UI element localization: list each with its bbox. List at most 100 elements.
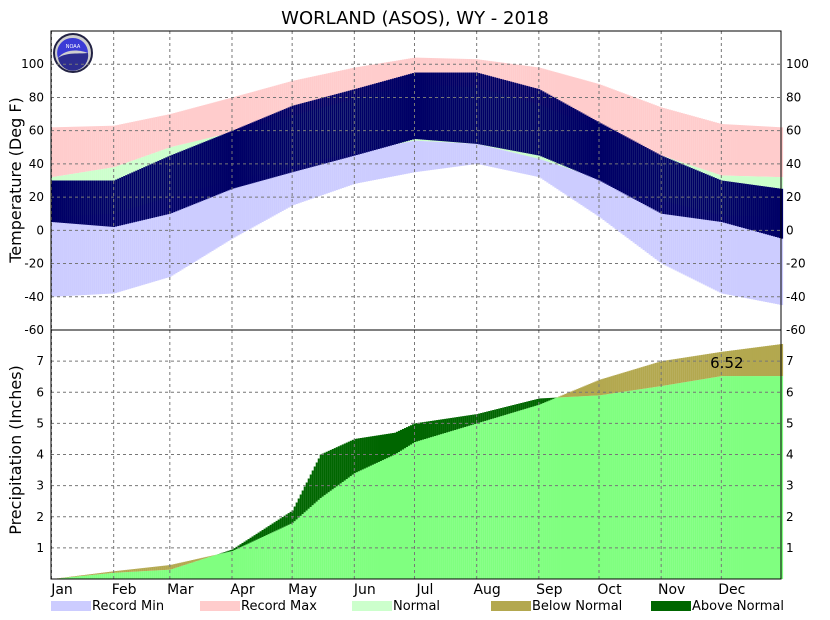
record-min-bar bbox=[289, 167, 292, 207]
record-min-bar bbox=[243, 177, 246, 232]
observed-precip-bar bbox=[205, 557, 208, 579]
noaa-logo-sky bbox=[57, 37, 88, 58]
observed-precip-bar bbox=[514, 411, 517, 579]
legend-swatch bbox=[200, 601, 240, 611]
observed-temp-bar bbox=[217, 136, 220, 195]
record-max-bar bbox=[355, 67, 358, 99]
observed-temp-bar bbox=[426, 72, 429, 140]
record-min-bar bbox=[215, 184, 218, 249]
record-min-bar bbox=[702, 210, 705, 285]
record-max-bar bbox=[111, 125, 114, 168]
legend: Record Min Record Max Normal Below Normal Ab… bbox=[51, 599, 784, 614]
record-max-bar bbox=[450, 58, 453, 87]
observed-precip-bar bbox=[666, 385, 669, 579]
observed-precip-bar bbox=[79, 576, 82, 579]
record-max-bar bbox=[225, 99, 228, 134]
above-normal-bar bbox=[510, 405, 513, 414]
observed-temp-bar bbox=[668, 158, 671, 215]
precipitation-gridlines bbox=[51, 330, 781, 579]
observed-temp-bar bbox=[692, 168, 695, 219]
observed-precip-bar bbox=[237, 548, 240, 579]
month-tick-label: Jun bbox=[353, 582, 376, 598]
record-min-bar bbox=[550, 162, 553, 186]
record-max-bar bbox=[109, 125, 112, 168]
observed-precip-bar bbox=[341, 481, 344, 579]
observed-precip-bar bbox=[321, 496, 324, 579]
record-min-bar bbox=[646, 195, 649, 254]
record-max-bar bbox=[684, 114, 687, 164]
above-normal-bar bbox=[307, 478, 310, 509]
record-max-bar bbox=[411, 57, 415, 85]
observed-temp-bar bbox=[536, 88, 539, 156]
above-normal-bar bbox=[349, 440, 352, 477]
record-max-bar bbox=[105, 125, 108, 169]
record-max-bar bbox=[279, 84, 282, 120]
record-min-bar bbox=[85, 215, 88, 295]
below-normal-bar bbox=[664, 360, 667, 386]
above-normal-bar bbox=[309, 474, 312, 507]
observed-temp-bar bbox=[395, 77, 399, 144]
record-min-bar bbox=[239, 178, 242, 235]
record-min-bar bbox=[399, 143, 403, 175]
record-max-bar bbox=[175, 112, 178, 146]
record-min-bar bbox=[612, 183, 615, 228]
observed-temp-bar bbox=[127, 174, 130, 224]
observed-temp-bar bbox=[317, 98, 320, 166]
record-max-bar bbox=[197, 106, 200, 141]
below-normal-bar bbox=[630, 370, 633, 391]
observed-precip-bar bbox=[169, 569, 172, 579]
observed-temp-bar bbox=[492, 76, 495, 147]
record-min-bar bbox=[205, 187, 208, 255]
record-min-bar bbox=[305, 163, 308, 201]
observed-temp-bar bbox=[119, 177, 122, 226]
observed-temp-bar bbox=[267, 115, 270, 179]
observed-temp-bar bbox=[438, 72, 441, 141]
observed-temp-bar bbox=[648, 149, 651, 208]
observed-temp-bar bbox=[640, 144, 643, 204]
observed-precip-bar bbox=[692, 380, 695, 579]
record-max-bar bbox=[179, 111, 182, 145]
precip-y-tick-right: 4 bbox=[786, 448, 794, 462]
record-max-bar bbox=[237, 95, 240, 131]
observed-precip-bar bbox=[413, 442, 417, 579]
record-min-bar bbox=[594, 177, 597, 215]
observed-precip-bar bbox=[187, 563, 190, 579]
record-max-bar bbox=[125, 123, 128, 163]
above-normal-bar bbox=[526, 401, 529, 409]
observed-temp-bar bbox=[233, 129, 236, 189]
record-max-bar bbox=[578, 78, 581, 121]
above-normal-bar bbox=[446, 418, 449, 433]
observed-temp-bar bbox=[770, 187, 774, 236]
record-min-bar bbox=[279, 169, 282, 213]
observed-precip-bar bbox=[582, 396, 585, 579]
observed-precip-bar bbox=[422, 439, 425, 579]
above-normal-bar bbox=[265, 527, 268, 536]
record-min-bar bbox=[309, 162, 312, 200]
observed-temp-bar bbox=[712, 177, 715, 221]
record-max-bar bbox=[512, 64, 515, 98]
record-min-bar bbox=[209, 186, 212, 253]
record-min-bar bbox=[147, 203, 150, 284]
precip-y-tick-right: 2 bbox=[786, 510, 794, 524]
record-max-bar bbox=[454, 58, 457, 87]
observed-precip-bar bbox=[267, 534, 270, 579]
observed-temp-bar bbox=[460, 72, 463, 143]
record-min-bar bbox=[333, 157, 336, 191]
record-min-bar bbox=[450, 142, 453, 168]
observed-precip-bar bbox=[67, 577, 70, 579]
observed-precip-bar bbox=[217, 554, 220, 579]
observed-precip-bar bbox=[371, 464, 374, 579]
observed-precip-bar bbox=[648, 387, 651, 579]
observed-precip-bar bbox=[257, 538, 260, 579]
record-min-bar bbox=[748, 216, 752, 299]
record-min-bar bbox=[630, 189, 633, 242]
observed-temp-bar bbox=[203, 141, 206, 201]
record-max-bar bbox=[323, 73, 326, 108]
record-max-bar bbox=[265, 88, 268, 123]
record-min-bar bbox=[227, 181, 230, 242]
record-max-bar bbox=[215, 101, 218, 137]
record-max-bar bbox=[576, 78, 579, 120]
above-normal-bar bbox=[323, 452, 326, 496]
observed-temp-bar bbox=[596, 121, 599, 180]
temp-y-tick-right: 20 bbox=[786, 190, 801, 204]
